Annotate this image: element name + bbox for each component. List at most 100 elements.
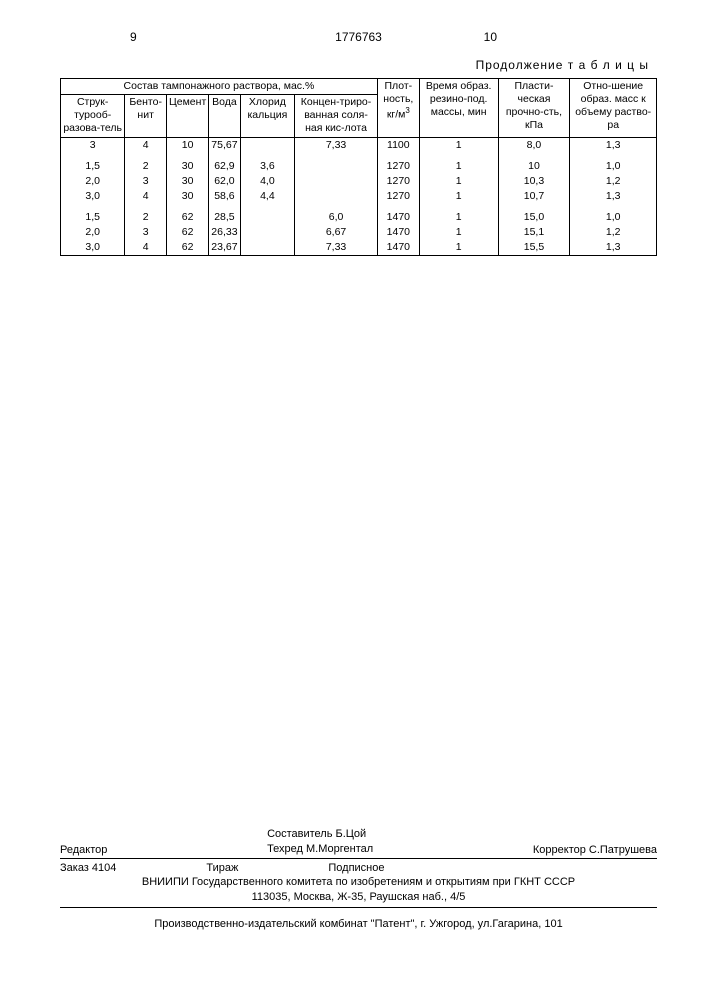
data-table: Состав тампонажного раствора, мас.% Плот…	[60, 78, 657, 256]
institution-line2: 113035, Москва, Ж-35, Раушская наб., 4/5	[60, 890, 657, 904]
col-time: Время образ. резино-под. массы, мин	[419, 79, 498, 138]
table-cell: 30	[166, 174, 208, 189]
table-cell: 75,67	[209, 137, 240, 153]
col-water: Вода	[209, 95, 240, 137]
table-cell: 3	[125, 174, 167, 189]
table-row: 2,033062,04,01270110,31,2	[61, 174, 657, 189]
table-cell: 1270	[377, 159, 419, 174]
table-cell: 10,7	[498, 189, 570, 204]
compiler: Составитель Б.Цой	[267, 827, 373, 842]
table-cell: 62,0	[209, 174, 240, 189]
table-cell	[295, 189, 378, 204]
printer-line: Производственно-издательский комбинат "П…	[60, 908, 657, 930]
editor-label: Редактор	[60, 844, 107, 856]
table-cell: 1470	[377, 210, 419, 225]
table-row: 2,036226,33 6,671470115,11,2	[61, 225, 657, 240]
table-cell: 1,2	[570, 174, 657, 189]
table-cell: 1,3	[570, 240, 657, 256]
table-cell: 1	[419, 225, 498, 240]
table-cell: 62	[166, 210, 208, 225]
col-hcl: Концен-триро-ванная соля-ная кис-лота	[295, 95, 378, 137]
table-cell: 8,0	[498, 137, 570, 153]
table-cell: 1,3	[570, 189, 657, 204]
table-cell: 4,0	[240, 174, 295, 189]
table-cell: 1,5	[61, 210, 125, 225]
table-row: 1,526228,5 6,01470115,01,0	[61, 210, 657, 225]
table-cell	[240, 210, 295, 225]
table-cell: 1	[419, 210, 498, 225]
table-row: 1,523062,93,612701101,0	[61, 159, 657, 174]
table-cell: 15,5	[498, 240, 570, 256]
table-cell	[240, 137, 295, 153]
table-cell: 1470	[377, 240, 419, 256]
table-cell: 3	[125, 225, 167, 240]
table-cell: 1	[419, 189, 498, 204]
techred: Техред М.Моргентал	[267, 842, 373, 857]
col-strength: Пласти-ческая прочно-сть, кПа	[498, 79, 570, 138]
footer: Редактор Составитель Б.Цой Техред М.Морг…	[60, 827, 657, 930]
doc-number: 1776763	[335, 30, 382, 44]
table-row: 341075,677,33110018,01,3	[61, 137, 657, 153]
table-cell: 2,0	[61, 225, 125, 240]
subscription: Подписное	[328, 862, 384, 874]
table-cell: 1270	[377, 189, 419, 204]
table-cell: 7,33	[295, 137, 378, 153]
table-cell: 28,5	[209, 210, 240, 225]
table-cell: 15,1	[498, 225, 570, 240]
table-cell: 10	[498, 159, 570, 174]
table-row: 3,046223,677,331470115,51,3	[61, 240, 657, 256]
institution-line1: ВНИИПИ Государственного комитета по изоб…	[60, 875, 657, 889]
table-row: 3,043058,64,4 1270110,71,3	[61, 189, 657, 204]
table-cell: 1,3	[570, 137, 657, 153]
table-cell: 58,6	[209, 189, 240, 204]
table-cell: 62,9	[209, 159, 240, 174]
col-cement: Цемент	[166, 95, 208, 137]
order-number: Заказ 4104	[60, 862, 116, 874]
col-cacl2: Хлорид кальция	[240, 95, 295, 137]
table-cell: 1,0	[570, 210, 657, 225]
col-bentonite: Бенто-нит	[125, 95, 167, 137]
table-cell: 2	[125, 210, 167, 225]
page-num-left: 9	[130, 30, 137, 44]
table-cell: 4	[125, 189, 167, 204]
table-cell: 7,33	[295, 240, 378, 256]
table-cell: 2,0	[61, 174, 125, 189]
table-cell: 26,33	[209, 225, 240, 240]
table-caption: Продолжение т а б л и ц ы	[60, 58, 649, 72]
table-cell: 1,0	[570, 159, 657, 174]
table-cell: 3,0	[61, 189, 125, 204]
table-cell: 1470	[377, 225, 419, 240]
table-cell: 3	[61, 137, 125, 153]
corrector: Корректор С.Патрушева	[533, 844, 657, 856]
col-density: Плот-ность, кг/м3	[377, 79, 419, 138]
table-cell	[295, 159, 378, 174]
table-cell: 6,67	[295, 225, 378, 240]
table-cell: 4	[125, 137, 167, 153]
table-cell: 1100	[377, 137, 419, 153]
table-cell	[295, 174, 378, 189]
table-cell: 1	[419, 240, 498, 256]
table-cell: 30	[166, 189, 208, 204]
page-header: 9 1776763 10	[60, 30, 657, 54]
table-cell: 6,0	[295, 210, 378, 225]
table-cell: 3,6	[240, 159, 295, 174]
table-cell: 1	[419, 159, 498, 174]
table-cell: 62	[166, 225, 208, 240]
table-cell: 4,4	[240, 189, 295, 204]
col-group-header: Состав тампонажного раствора, мас.%	[61, 79, 378, 95]
table-cell: 1	[419, 137, 498, 153]
table-cell	[240, 225, 295, 240]
table-cell: 23,67	[209, 240, 240, 256]
col-structurizer: Струк-турооб-разова-тель	[61, 95, 125, 137]
table-cell	[240, 240, 295, 256]
table-cell: 15,0	[498, 210, 570, 225]
table-cell: 3,0	[61, 240, 125, 256]
table-cell: 1	[419, 174, 498, 189]
table-cell: 62	[166, 240, 208, 256]
table-cell: 1,2	[570, 225, 657, 240]
table-cell: 1270	[377, 174, 419, 189]
tirazh: Тираж	[206, 862, 238, 874]
page-num-right: 10	[484, 30, 497, 44]
table-cell: 2	[125, 159, 167, 174]
col-ratio: Отно-шение образ. масс к объему раство-р…	[570, 79, 657, 138]
